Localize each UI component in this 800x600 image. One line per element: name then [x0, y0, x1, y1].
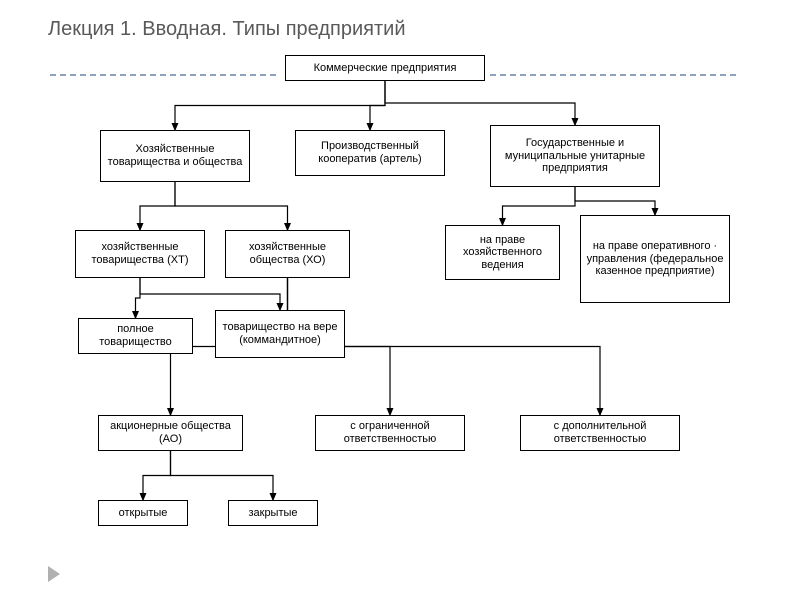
edge-n11-n112	[140, 278, 280, 310]
node-n111: полное товарищество	[78, 318, 193, 354]
node-n31: на праве хозяйственного ведения	[445, 225, 560, 280]
edge-n121-n1212	[171, 451, 274, 500]
node-root: Коммерческие предприятия	[285, 55, 485, 81]
edge-n3-n32	[575, 187, 655, 215]
node-n11: хозяйственные товарищества (ХТ)	[75, 230, 205, 278]
edge-n1-n11	[140, 182, 175, 230]
node-n122: с ограниченной ответственностью	[315, 415, 465, 451]
edge-root-n1	[175, 81, 385, 130]
slide-nav-icon	[48, 566, 60, 582]
edge-n3-n31	[503, 187, 576, 225]
edge-root-n3	[385, 81, 575, 125]
edge-n1-n12	[175, 182, 288, 230]
node-n12: хозяйственные общества (ХО)	[225, 230, 350, 278]
node-n32: на праве оперативного · управления (феде…	[580, 215, 730, 303]
node-n123: с дополнительной ответственностью	[520, 415, 680, 451]
node-n2: Производственный кооператив (артель)	[295, 130, 445, 176]
node-n121: акционерные общества (АО)	[98, 415, 243, 451]
node-n1212: закрытые	[228, 500, 318, 526]
node-n112: товарищество на вере (коммандитное)	[215, 310, 345, 358]
node-n3: Государственные и муниципальные унитарны…	[490, 125, 660, 187]
edge-n11-n111	[136, 278, 141, 318]
edge-n121-n1211	[143, 451, 171, 500]
node-n1211: открытые	[98, 500, 188, 526]
node-n1: Хозяйственные товарищества и общества	[100, 130, 250, 182]
edge-root-n2	[370, 81, 385, 130]
page-title: Лекция 1. Вводная. Типы предприятий	[48, 18, 406, 41]
